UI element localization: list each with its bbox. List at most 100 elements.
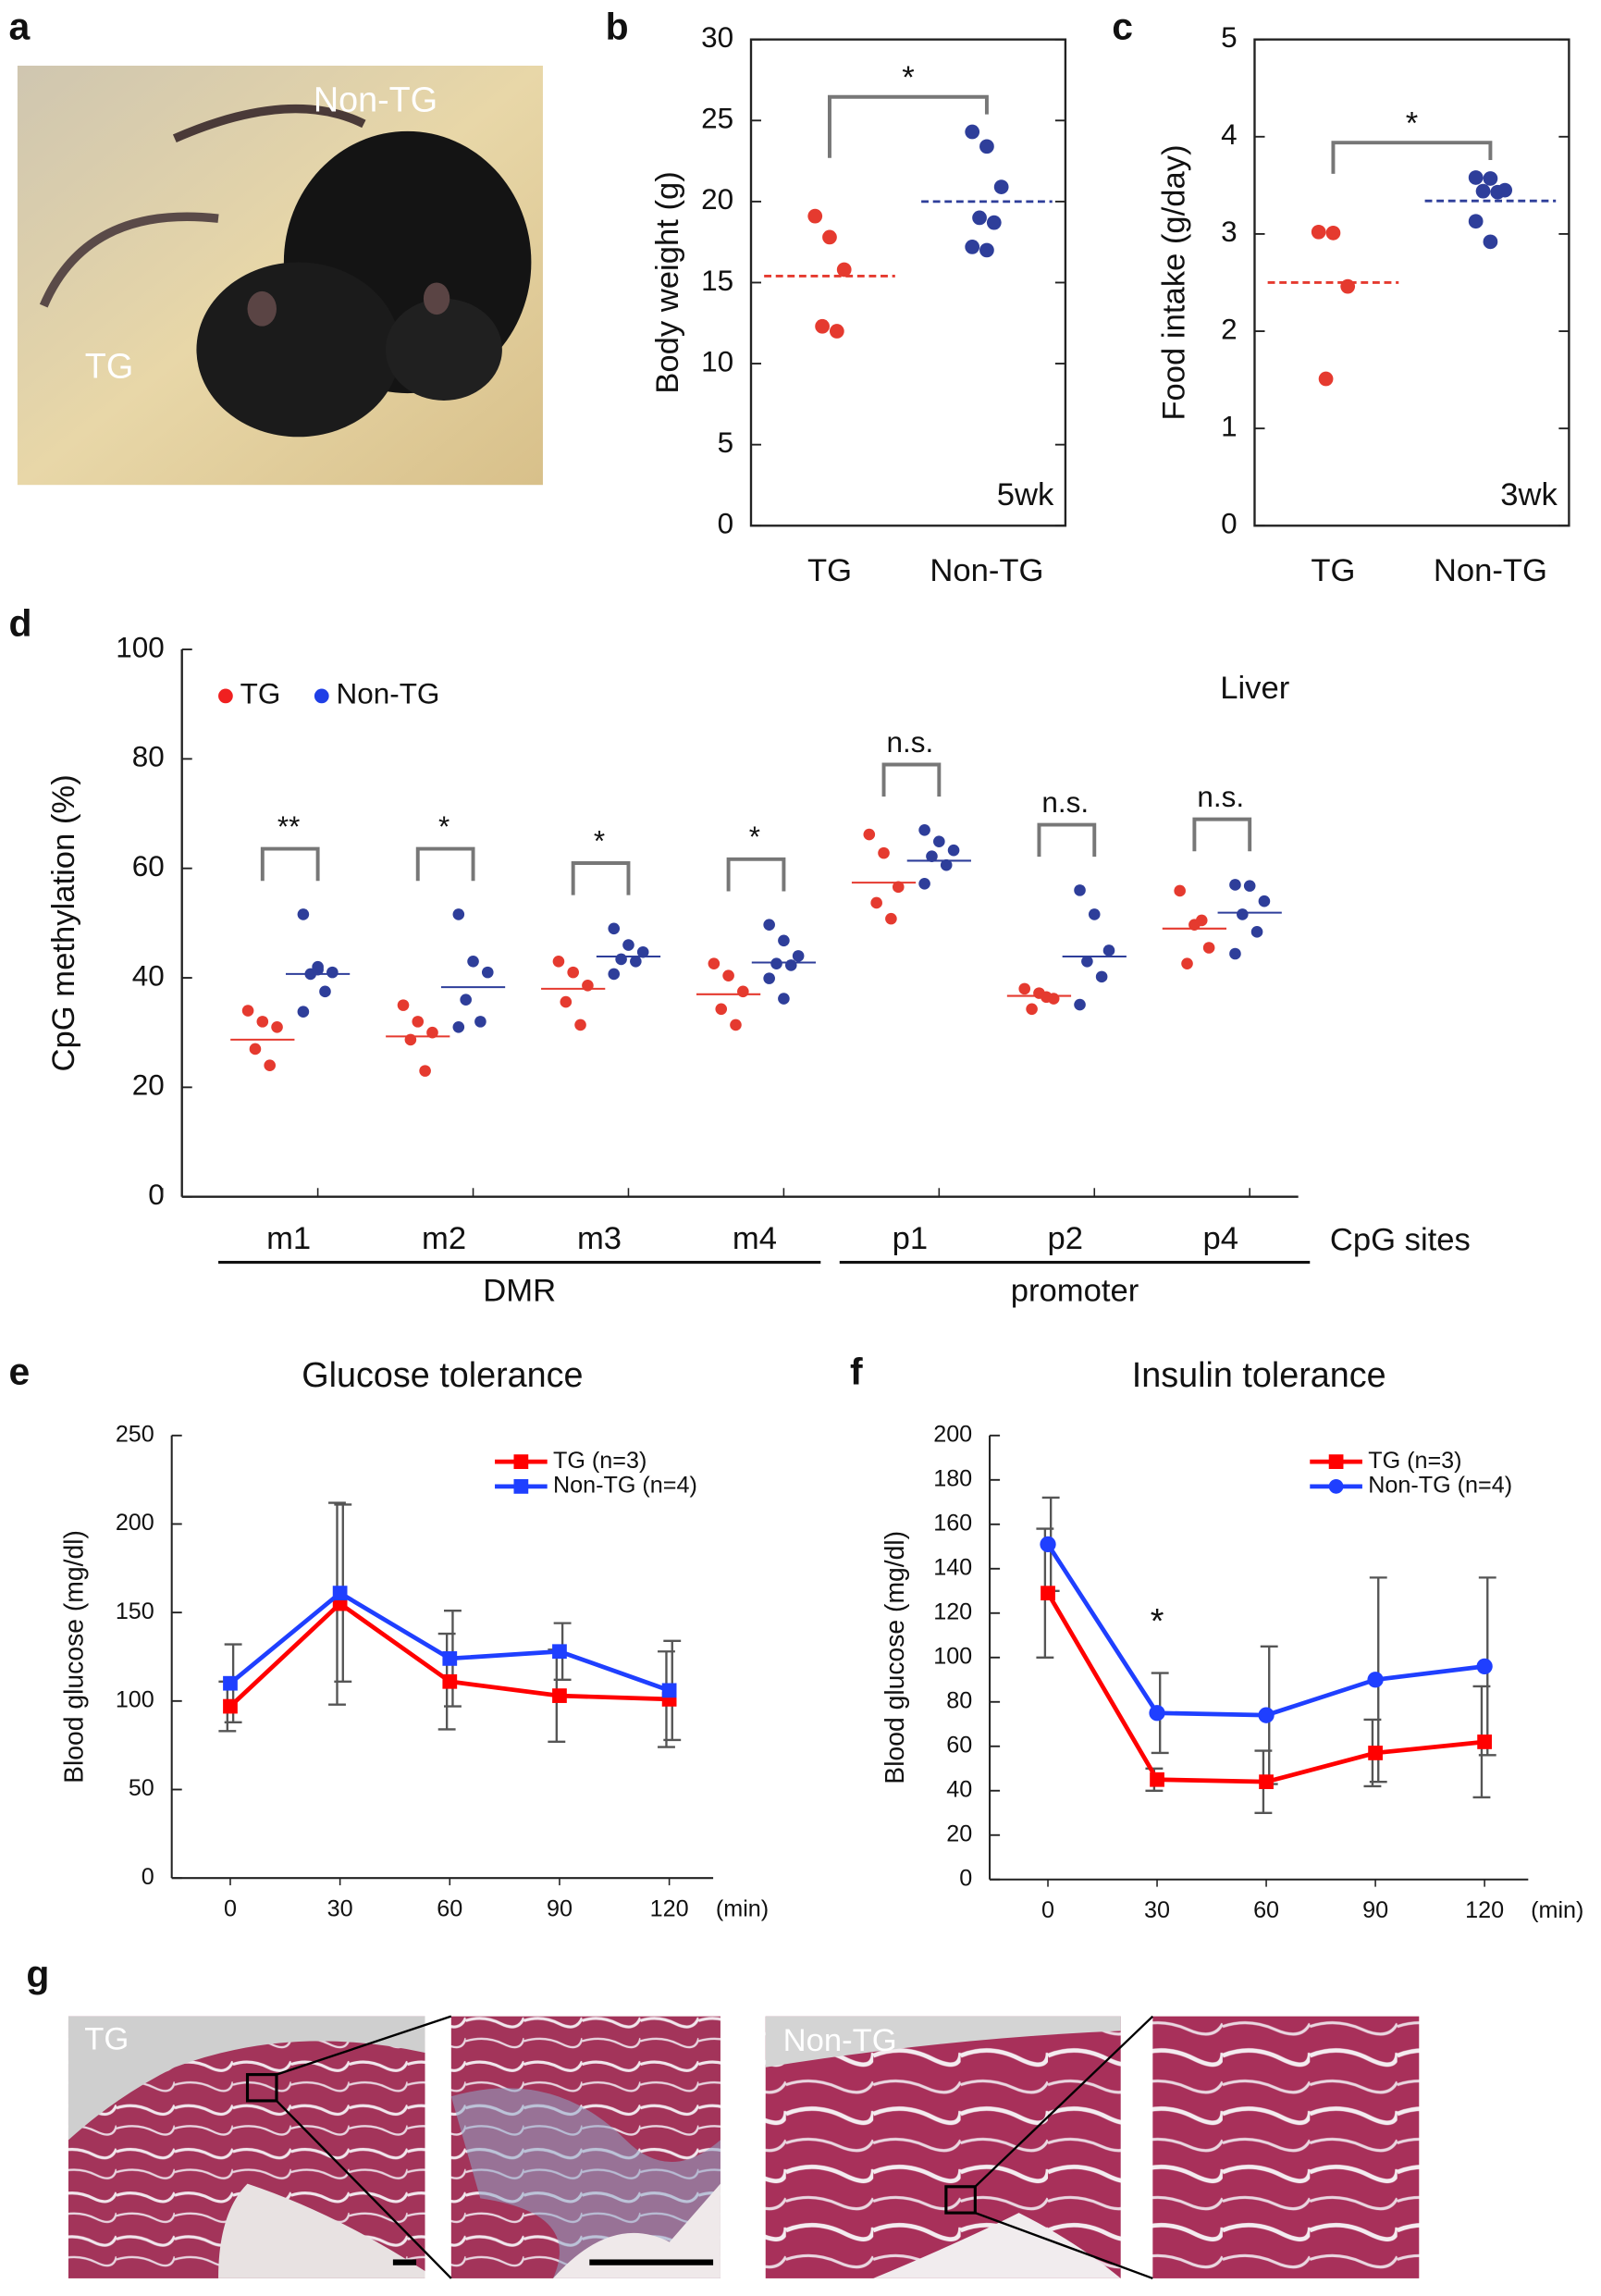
data-point xyxy=(1258,895,1271,907)
x-tick-label: p2 xyxy=(1048,1221,1084,1256)
y-tick-label: 3 xyxy=(1221,216,1238,248)
x-tick-label: 60 xyxy=(1253,1897,1279,1923)
data-point xyxy=(1088,908,1101,920)
y-tick-label: 2 xyxy=(1221,313,1238,345)
data-point xyxy=(312,963,324,976)
data-point xyxy=(1195,914,1208,927)
data-point xyxy=(993,179,1009,194)
data-point xyxy=(892,881,905,894)
data-point xyxy=(1476,1658,1493,1675)
y-tick-label: 20 xyxy=(132,1069,165,1102)
x-tick-label: p4 xyxy=(1202,1221,1238,1256)
data-point xyxy=(1041,991,1053,1004)
annotation: * xyxy=(438,810,450,843)
y-tick-label: 5 xyxy=(718,426,734,459)
bracket xyxy=(1037,822,1097,858)
data-point xyxy=(1475,183,1491,199)
data-point xyxy=(442,1673,458,1689)
y-tick-label: 150 xyxy=(116,1599,154,1624)
data-point xyxy=(829,324,844,339)
image-label: Non-TG xyxy=(783,2023,897,2058)
y-tick-label: 4 xyxy=(1221,118,1238,151)
data-point xyxy=(1041,1586,1055,1601)
data-point xyxy=(979,242,994,258)
data-point xyxy=(986,215,1002,230)
photo-label: Non-TG xyxy=(314,80,437,119)
data-point xyxy=(271,1020,283,1033)
data-point xyxy=(608,922,621,935)
x-tick-label: 30 xyxy=(1144,1897,1170,1923)
data-point xyxy=(918,877,930,890)
y-tick-label: 60 xyxy=(946,1732,972,1758)
y-tick-label: 0 xyxy=(148,1179,165,1211)
note: Liver xyxy=(1220,671,1289,706)
data-point xyxy=(1311,224,1326,240)
note: 5wk xyxy=(997,477,1054,512)
photo-label: TG xyxy=(85,347,133,386)
data-point xyxy=(878,846,890,859)
panel-label: e xyxy=(8,1351,30,1393)
y-tick-label: 10 xyxy=(701,345,733,377)
data-point xyxy=(332,1586,348,1600)
data-point xyxy=(1229,947,1241,960)
data-point xyxy=(1202,942,1215,954)
data-point xyxy=(784,959,797,971)
legend-marker xyxy=(1328,1479,1344,1494)
y-tick-label: 100 xyxy=(933,1643,972,1669)
data-point xyxy=(1229,879,1241,891)
data-point xyxy=(608,968,621,981)
chart-title: Glucose tolerance xyxy=(302,1356,583,1395)
data-point xyxy=(1250,926,1263,938)
legend-label: Non-TG (n=4) xyxy=(1368,1473,1512,1499)
x-tick-label: m1 xyxy=(266,1221,311,1256)
data-point xyxy=(1095,970,1108,983)
bracket xyxy=(828,94,989,158)
y-tick-label: 180 xyxy=(933,1465,972,1491)
bracket xyxy=(1192,817,1252,852)
x-tick-label: 30 xyxy=(327,1895,353,1921)
data-point xyxy=(452,1020,465,1033)
y-tick-label: 120 xyxy=(933,1599,972,1624)
data-point xyxy=(807,208,823,224)
data-point xyxy=(1468,214,1484,229)
data-point xyxy=(460,994,472,1006)
legend-label: TG xyxy=(240,678,281,710)
y-tick-label: 1 xyxy=(1221,410,1238,442)
y-tick-label: 40 xyxy=(132,959,165,992)
x-axis-label: CpG sites xyxy=(1330,1223,1471,1258)
data-point xyxy=(1367,1672,1384,1688)
bracket xyxy=(260,846,320,882)
data-point xyxy=(636,945,649,958)
panel-label: f xyxy=(850,1351,863,1393)
annotation: * xyxy=(749,821,760,853)
data-point xyxy=(815,318,830,334)
bracket xyxy=(571,861,631,895)
data-point xyxy=(412,1016,425,1028)
data-point xyxy=(1259,1774,1274,1790)
annotation: n.s. xyxy=(886,726,933,759)
note: 3wk xyxy=(1500,477,1558,512)
chart-title: Insulin tolerance xyxy=(1132,1356,1386,1395)
y-tick-label: 25 xyxy=(701,103,733,135)
x-tick-label: TG xyxy=(807,553,852,588)
data-point xyxy=(560,995,573,1008)
y-tick-label: 250 xyxy=(116,1421,154,1447)
y-tick-label: 100 xyxy=(116,1686,154,1712)
x-axis-label: (min) xyxy=(1531,1897,1583,1923)
annotation: * xyxy=(902,60,914,95)
data-point xyxy=(863,828,876,841)
data-point xyxy=(442,1651,458,1666)
photo xyxy=(17,66,543,486)
data-point xyxy=(256,1016,269,1028)
data-point xyxy=(1483,171,1498,186)
y-tick-label: 0 xyxy=(1221,508,1238,540)
y-tick-label: 0 xyxy=(959,1865,972,1891)
data-point xyxy=(1468,170,1484,185)
image-label: TG xyxy=(84,2022,129,2057)
data-point xyxy=(926,850,938,862)
data-point xyxy=(622,939,634,951)
annotation: n.s. xyxy=(1041,786,1089,819)
y-axis-label: CpG methylation (%) xyxy=(46,774,81,1071)
x-tick-label: 90 xyxy=(547,1895,573,1921)
